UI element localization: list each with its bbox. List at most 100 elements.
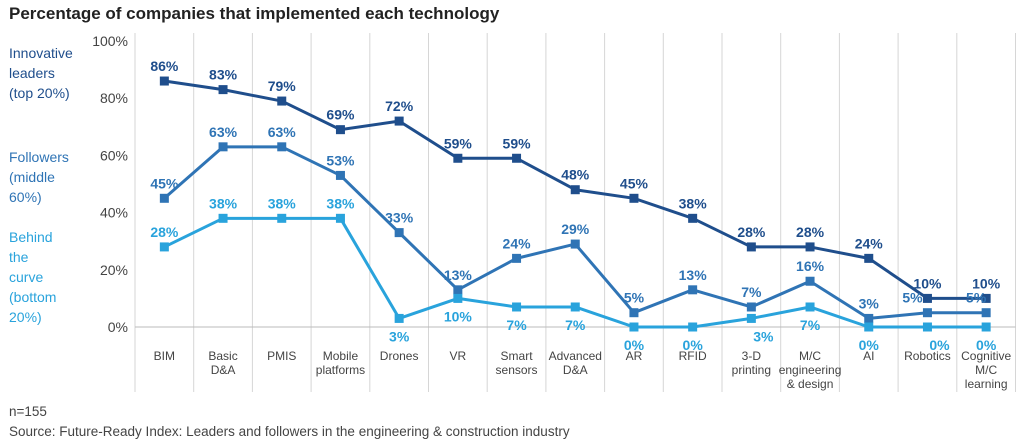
y-tick-label: 20% — [100, 262, 128, 278]
data-label: 33% — [385, 210, 414, 226]
data-label: 10% — [444, 308, 473, 324]
data-point-marker — [922, 293, 932, 303]
data-label: 0% — [859, 337, 880, 353]
data-label: 59% — [503, 135, 532, 151]
data-label: 10% — [972, 275, 1001, 291]
data-point-marker — [218, 213, 228, 223]
source-note: Source: Future-Ready Index: Leaders and … — [9, 424, 570, 439]
data-point-marker — [805, 242, 815, 252]
data-point-marker — [570, 185, 580, 195]
data-label: 0% — [929, 337, 950, 353]
data-label: 0% — [683, 337, 704, 353]
data-label: 48% — [561, 167, 590, 183]
data-label: 24% — [503, 235, 532, 251]
data-point-marker — [277, 213, 287, 223]
series-label: Innovative leaders (top 20%) — [9, 45, 73, 101]
data-point-marker — [746, 313, 756, 323]
data-point-marker — [746, 302, 756, 312]
data-point-marker — [512, 253, 522, 263]
data-point-marker — [629, 308, 639, 318]
data-label: 29% — [561, 221, 590, 237]
data-label: 38% — [679, 195, 708, 211]
data-point-marker — [805, 302, 815, 312]
data-label: 53% — [326, 152, 355, 168]
data-point-marker — [922, 308, 932, 318]
data-label: 63% — [268, 124, 297, 140]
data-point-marker — [277, 96, 287, 106]
data-point-marker — [453, 293, 463, 303]
data-label: 59% — [444, 135, 473, 151]
data-label: 86% — [150, 58, 179, 74]
data-label: 79% — [268, 78, 297, 94]
data-label: 45% — [620, 175, 649, 191]
x-tick-label: PMIS — [267, 349, 296, 363]
data-point-marker — [453, 285, 463, 295]
data-point-marker — [335, 125, 345, 135]
data-label: 45% — [150, 175, 179, 191]
data-point-marker — [864, 313, 874, 323]
chart-title: Percentage of companies that implemented… — [9, 4, 500, 23]
data-point-marker — [512, 153, 522, 163]
data-point-marker — [394, 228, 404, 238]
data-label: 28% — [737, 224, 766, 240]
x-tick-label: AR — [626, 349, 643, 363]
data-point-marker — [746, 242, 756, 252]
data-point-marker — [570, 302, 580, 312]
data-label: 16% — [796, 258, 825, 274]
y-tick-label: 100% — [92, 33, 128, 49]
x-tick-label: Mobile platforms — [316, 349, 365, 377]
series-label: Behind the curve (bottom 20%) — [9, 229, 56, 325]
x-tick-label: Robotics — [904, 349, 951, 363]
data-point-marker — [159, 242, 169, 252]
data-point-marker — [981, 293, 991, 303]
line-chart: Percentage of companies that implemented… — [9, 4, 1016, 392]
data-point-marker — [394, 116, 404, 126]
data-point-marker — [981, 308, 991, 318]
data-point-marker — [629, 193, 639, 203]
y-tick-label: 60% — [100, 147, 128, 163]
data-point-marker — [218, 85, 228, 95]
data-label: 28% — [150, 224, 179, 240]
data-point-marker — [629, 322, 639, 332]
data-label: 10% — [913, 275, 942, 291]
data-point-marker — [981, 322, 991, 332]
data-label: 72% — [385, 98, 414, 114]
x-tick-label: 3-D printing — [732, 349, 771, 377]
data-label: 7% — [800, 317, 821, 333]
x-tick-label: VR — [450, 349, 467, 363]
series-label: Followers (middle 60%) — [9, 149, 69, 205]
data-point-marker — [805, 276, 815, 286]
data-label: 38% — [268, 195, 297, 211]
data-label: 28% — [796, 224, 825, 240]
data-label: 0% — [976, 337, 997, 353]
data-point-marker — [159, 193, 169, 203]
x-tick-label: Drones — [380, 349, 419, 363]
data-label: 83% — [209, 67, 238, 83]
y-tick-label: 80% — [100, 90, 128, 106]
data-label: 3% — [859, 295, 880, 311]
data-point-marker — [277, 142, 287, 152]
data-label: 13% — [444, 267, 473, 283]
data-point-marker — [453, 153, 463, 163]
data-point-marker — [922, 322, 932, 332]
y-tick-label: 40% — [100, 205, 128, 221]
data-point-marker — [864, 253, 874, 263]
data-point-marker — [394, 313, 404, 323]
data-label: 7% — [506, 317, 527, 333]
data-point-marker — [159, 76, 169, 86]
data-label: 7% — [741, 284, 762, 300]
data-point-marker — [688, 322, 698, 332]
data-label: 7% — [565, 317, 586, 333]
data-point-marker — [335, 213, 345, 223]
x-tick-label: M/C engineering & design — [779, 349, 842, 391]
x-tick-label: Basic D&A — [208, 349, 237, 377]
data-label: 5% — [624, 290, 645, 306]
data-point-marker — [864, 322, 874, 332]
x-tick-label: Cognitive M/C learning — [961, 349, 1011, 391]
data-label: 3% — [753, 328, 774, 344]
sample-size-note: n=155 — [9, 404, 47, 419]
data-label: 63% — [209, 124, 238, 140]
data-label: 3% — [389, 328, 410, 344]
x-tick-label: RFID — [679, 349, 707, 363]
data-point-marker — [218, 142, 228, 152]
